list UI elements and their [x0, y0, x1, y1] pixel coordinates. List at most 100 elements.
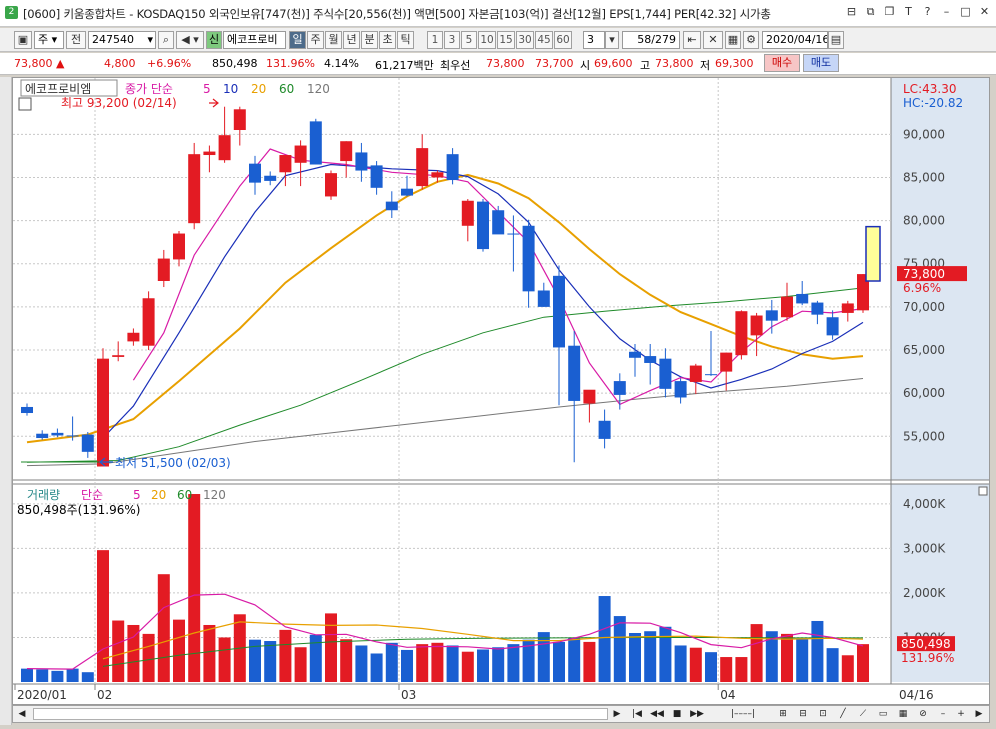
restore-window-icon[interactable]: ❐ — [884, 5, 895, 18]
stock-chart[interactable]: 90,00085,00080,00075,00070,00065,00060,0… — [13, 78, 989, 704]
zoom-slider[interactable]: |––––| — [730, 709, 756, 719]
zoom-in-icon[interactable]: + — [957, 709, 965, 719]
rewind-icon[interactable]: ◀◀ — [650, 709, 664, 719]
maximize-icon[interactable]: □ — [960, 5, 971, 18]
candle-view-icon[interactable]: ⊞ — [779, 709, 787, 719]
minute-button-45[interactable]: 45 — [535, 31, 553, 49]
volume-bar — [735, 657, 748, 682]
chart-area[interactable]: 90,000 85,000 80,000 75,000 70,000 65,000 60,0… — [12, 77, 990, 705]
line-view-icon[interactable]: ⊡ — [819, 709, 827, 719]
volume-ma5-line — [26, 593, 864, 670]
minute-button-30[interactable]: 30 — [516, 31, 534, 49]
volume-bar — [461, 651, 474, 682]
count-input[interactable]: 3 — [583, 31, 605, 49]
chart-scrollbar[interactable]: ◀ ▶ |◀ ◀◀ ■ ▶▶ |––––| ⊞ ⊟ ⊡ ╱ ⟋ ▭ ▦ ⊘ – … — [12, 705, 990, 723]
count-dropdown-icon[interactable]: ▾ — [605, 31, 619, 49]
candle-body — [21, 406, 33, 414]
scale-icon[interactable]: ⊘ — [919, 709, 927, 719]
minute-button-3[interactable]: 3 — [444, 31, 460, 49]
prev-button[interactable]: 전 — [66, 31, 86, 49]
price-tick-label: 70,000 — [903, 300, 945, 314]
sound-icon[interactable]: ◀ ▾ — [176, 31, 204, 49]
period-select[interactable]: 주 ▾ — [34, 31, 64, 49]
fast-forward-icon[interactable]: ▶▶ — [690, 709, 704, 719]
copy-window-icon[interactable]: ⧉ — [866, 5, 875, 18]
zoom-out-icon[interactable]: – — [940, 709, 946, 719]
minute-button-5[interactable]: 5 — [461, 31, 477, 49]
candle-body — [857, 274, 869, 311]
buy-button[interactable]: 매수 — [764, 54, 800, 72]
calendar-icon[interactable]: ▤ — [828, 31, 844, 49]
volume-bar — [841, 655, 854, 682]
hc-label: HC:-20.82 — [903, 96, 963, 110]
interval-tab-5[interactable]: 초 — [379, 31, 396, 49]
help-icon[interactable]: ? — [924, 5, 931, 18]
first-icon[interactable]: |◀ — [632, 709, 642, 719]
price-legend-period: 5 — [203, 82, 211, 96]
new-button[interactable]: 신 — [206, 31, 222, 49]
scroll-end-icon[interactable]: ▶ — [975, 709, 983, 719]
volume-bar — [811, 620, 824, 682]
candle-body — [553, 275, 565, 348]
candle-body — [841, 303, 854, 313]
volume-bar — [325, 613, 337, 682]
minute-button-60[interactable]: 60 — [554, 31, 572, 49]
price-tick-label: 80,000 — [903, 214, 945, 228]
minute-button-15[interactable]: 15 — [497, 31, 515, 49]
volume-bar — [188, 494, 201, 682]
volume-bar — [477, 649, 489, 682]
box-icon[interactable]: ▭ — [878, 709, 888, 719]
volume-bar — [431, 642, 444, 682]
volume-bar — [173, 619, 185, 682]
stock-code-input[interactable]: 247540 ▾ — [88, 31, 156, 49]
link-icon[interactable]: ⊟ — [846, 5, 857, 18]
sell-button[interactable]: 매도 — [803, 54, 839, 72]
minute-button-10[interactable]: 10 — [478, 31, 496, 49]
price-legend-period: 60 — [279, 82, 294, 96]
candle-body — [188, 154, 201, 224]
layout-icon[interactable]: ▣ — [14, 31, 32, 49]
draw-line-icon[interactable]: ╱ — [840, 709, 846, 719]
scroll-to-end-icon[interactable]: ⇤ — [683, 31, 701, 49]
interval-tab-6[interactable]: 틱 — [397, 31, 414, 49]
grid-icon[interactable]: ▦ — [898, 709, 908, 719]
interval-tab-0[interactable]: 일 — [289, 31, 306, 49]
minimize-icon[interactable]: – — [943, 5, 950, 18]
candle-body — [157, 258, 170, 281]
candle-body — [644, 356, 657, 363]
last-date-label: 04/16 — [899, 688, 934, 702]
interval-tab-2[interactable]: 월 — [325, 31, 342, 49]
candle-body — [370, 165, 383, 188]
date-input[interactable]: 2020/04/16 — [762, 31, 828, 49]
search-icon[interactable]: ⌕ — [158, 31, 174, 49]
bar-view-icon[interactable]: ⊟ — [799, 709, 807, 719]
scroll-right-icon[interactable]: ▶ — [613, 709, 621, 719]
volume-bar — [720, 657, 733, 682]
price-tick-label: 65,000 — [903, 343, 945, 357]
volume-bar — [705, 652, 717, 682]
candle-body — [355, 152, 368, 171]
minute-button-1[interactable]: 1 — [427, 31, 443, 49]
crosshair-icon[interactable]: ✕ — [703, 31, 723, 49]
volume-bar — [857, 644, 869, 682]
last-volume-box — [897, 636, 955, 652]
candle-body — [629, 351, 641, 358]
stop-icon[interactable]: ■ — [672, 709, 682, 719]
close-icon[interactable]: ✕ — [979, 5, 990, 18]
current-price: 73,800 ▲ — [14, 57, 65, 70]
interval-tab-4[interactable]: 분 — [361, 31, 378, 49]
volume-legend-name: 거래량 — [27, 488, 60, 502]
quote-bar: 73,800 ▲ 4,800 +6.96% 850,498 131.96% 4.… — [0, 53, 996, 75]
trend-icon[interactable]: ⟋ — [859, 709, 867, 719]
scroll-left-icon[interactable]: ◀ — [18, 709, 26, 719]
interval-tab-1[interactable]: 주 — [307, 31, 324, 49]
interval-tab-3[interactable]: 년 — [343, 31, 360, 49]
text-icon[interactable]: T — [905, 5, 912, 18]
save-icon[interactable]: ▦ — [725, 31, 741, 49]
volume-bar — [568, 637, 581, 682]
settings-gear-icon[interactable]: ⚙ — [743, 31, 759, 49]
volume-tick-label: 4,000K — [903, 497, 946, 511]
candle-body — [249, 163, 261, 183]
scroll-track[interactable] — [33, 708, 608, 720]
